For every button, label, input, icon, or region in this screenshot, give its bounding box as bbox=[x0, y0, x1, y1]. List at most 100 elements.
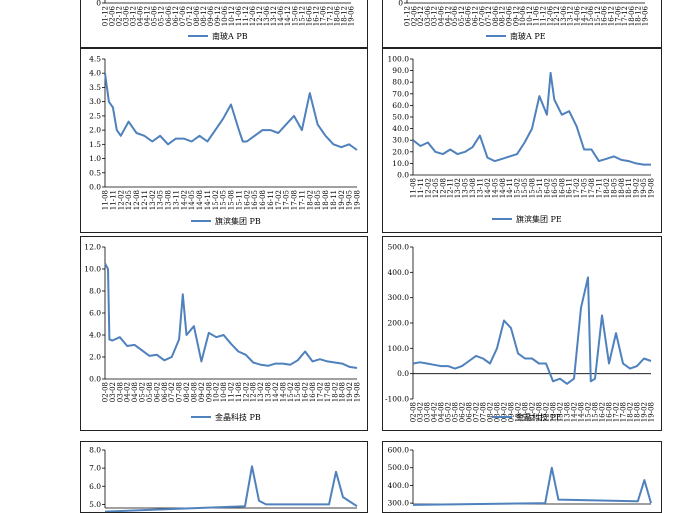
y-tick-label: 0.0 bbox=[397, 369, 409, 378]
legend: 南玻A PE bbox=[486, 31, 546, 41]
x-tick-label: 12-02 bbox=[117, 190, 125, 210]
x-tick-label: 02-12 bbox=[116, 6, 124, 26]
x-tick-label: 16-12 bbox=[312, 6, 320, 26]
legend: 旗滨集团 PB bbox=[191, 216, 261, 226]
x-tick-label: 16-11 bbox=[267, 190, 275, 210]
x-tick-label: 09-12 bbox=[512, 6, 520, 26]
x-tick-label: 14-02 bbox=[180, 190, 188, 210]
y-tick-label: 0.0 bbox=[397, 171, 409, 180]
x-tick-label: 13-08 bbox=[265, 382, 273, 402]
chart-panel-bottom-right: 300.0 400.0 500.0 600.0 bbox=[382, 441, 662, 513]
x-tick-label: 08-08 bbox=[190, 382, 198, 402]
x-tick-label: 09-06 bbox=[506, 5, 514, 26]
y-tick-label: 8.0 bbox=[89, 446, 101, 455]
y-tick-label: 40.0 bbox=[392, 124, 409, 133]
x-tick-label: 14-11 bbox=[506, 178, 514, 198]
x-tick-label: 17-02 bbox=[573, 178, 581, 198]
x-tick-label: 18-06 bbox=[628, 5, 636, 26]
x-tick-label: 09-12 bbox=[214, 6, 222, 26]
x-tick-label: 15-06 bbox=[291, 5, 299, 26]
x-tick-label: 05-06 bbox=[151, 5, 159, 26]
x-tick-label: 07-02 bbox=[168, 382, 176, 402]
x-tick-label: 11-02 bbox=[228, 382, 236, 402]
chart-panel-bottom-left: 5.0 6.0 7.0 8.0 bbox=[80, 441, 368, 513]
x-tick-label: 13-02 bbox=[557, 402, 565, 422]
y-tick-label: 3.0 bbox=[89, 97, 101, 106]
x-tick-label: 15-11 bbox=[536, 178, 544, 198]
x-tick-label: 11-12 bbox=[540, 6, 548, 26]
x-tick-label: 06-12 bbox=[172, 6, 180, 26]
x-tick-label: 13-02 bbox=[257, 382, 265, 402]
y-tick-label: 0 bbox=[96, 0, 101, 8]
x-tick-label: 18-02 bbox=[603, 178, 611, 198]
x-tick-label: 03-08 bbox=[424, 402, 432, 422]
y-tick-label: 10.0 bbox=[392, 159, 409, 168]
x-tick-label: 12-06 bbox=[546, 5, 554, 26]
chart-panel-top-right: 0 01-12 02-06 02-12 03-06 03-12 04-06 04-12 05-0… bbox=[382, 0, 662, 48]
x-tick-label: 04-12 bbox=[144, 6, 152, 26]
x-tick-label: 04-08 bbox=[131, 382, 139, 402]
x-tick-label: 11-12 bbox=[242, 6, 250, 26]
series-line bbox=[412, 71, 651, 166]
x-tick-label: 07-12 bbox=[186, 6, 194, 26]
x-tick-label: 15-08 bbox=[529, 178, 537, 198]
x-tick-label: 12-05 bbox=[432, 178, 440, 198]
chart-svg-p3: 0.0 10.0 20.0 30.0 40.0 50.0 60.0 70.0 80.0 90.0 1… bbox=[388, 55, 656, 225]
x-tick-label: 13-02 bbox=[454, 178, 462, 198]
x-tick-label: 12-11 bbox=[447, 178, 455, 198]
x-tick-label: 13-08 bbox=[165, 190, 173, 210]
x-tick-label: 10-12 bbox=[228, 6, 236, 26]
x-tick-label: 15-02 bbox=[585, 402, 593, 422]
x-tick-label: 16-05 bbox=[251, 190, 259, 210]
x-tick-label: 06-08 bbox=[161, 382, 169, 402]
x-tick-label: 11-08 bbox=[536, 402, 544, 422]
x-tick-label: 19-08 bbox=[648, 402, 656, 422]
y-tick-label: 60.0 bbox=[392, 101, 409, 110]
y-tick-label: 0.5 bbox=[89, 168, 101, 177]
x-tick-label: 16-02 bbox=[543, 178, 551, 198]
x-tick-label: 11-11 bbox=[109, 190, 117, 210]
x-tick-label: 09-08 bbox=[508, 402, 516, 422]
y-tick-label: 600.0 bbox=[388, 446, 410, 455]
x-tick-label: 13-06 bbox=[560, 5, 568, 26]
x-tick-label: 05-02 bbox=[445, 402, 453, 422]
x-tick-label: 18-11 bbox=[330, 190, 338, 210]
x-tick-label: 17-11 bbox=[298, 190, 306, 210]
y-tick-label: 4.5 bbox=[89, 55, 101, 64]
x-tick-label: 11-11 bbox=[417, 178, 425, 198]
x-tick-label: 11-08 bbox=[410, 178, 418, 198]
x-tick-label: 12-02 bbox=[424, 178, 432, 198]
x-tick-label: 03-12 bbox=[130, 6, 138, 26]
y-tick-label: 1.0 bbox=[89, 154, 101, 163]
x-tick-label: 03-02 bbox=[109, 382, 117, 402]
x-tick-label: 17-08 bbox=[291, 190, 299, 210]
legend-label: 金晶科技 PE bbox=[516, 412, 562, 422]
x-tick-label: 17-06 bbox=[319, 5, 327, 26]
x-tick-label: 08-06 bbox=[492, 5, 500, 26]
x-tick-label: 18-12 bbox=[340, 6, 348, 26]
x-tick-label: 15-11 bbox=[235, 190, 243, 210]
chart-svg-p6: 5.0 6.0 7.0 8.0 bbox=[89, 446, 358, 512]
x-tick-label: 15-12 bbox=[594, 6, 602, 26]
x-tick-label: 03-06 bbox=[424, 5, 432, 26]
x-tick-label: 04-06 bbox=[438, 5, 446, 26]
x-tick-label: 16-12 bbox=[608, 6, 616, 26]
x-tick-label: 12-08 bbox=[250, 382, 258, 402]
x-tick-label: 05-12 bbox=[158, 6, 166, 26]
x-tick-label: 06-12 bbox=[472, 6, 480, 26]
x-tick-label: 14-02 bbox=[484, 178, 492, 198]
x-tick-label: 15-08 bbox=[228, 190, 236, 210]
x-tick-label: 10-02 bbox=[515, 402, 523, 422]
x-tick-label: 15-06 bbox=[587, 5, 595, 26]
legend: 金晶科技 PE bbox=[492, 412, 562, 422]
x-tick-label: 14-08 bbox=[578, 402, 586, 422]
y-tick-label: 400.0 bbox=[388, 481, 410, 490]
x-tick-label: 08-12 bbox=[200, 6, 208, 26]
x-tick-label: 16-08 bbox=[309, 382, 317, 402]
y-tick-label: 400.0 bbox=[388, 268, 410, 277]
y-tick-label: 2.0 bbox=[89, 126, 101, 135]
x-tick-label: 12-08 bbox=[550, 402, 558, 422]
x-tick-label: 14-06 bbox=[574, 5, 582, 26]
x-tick-label: 16-08 bbox=[606, 402, 614, 422]
